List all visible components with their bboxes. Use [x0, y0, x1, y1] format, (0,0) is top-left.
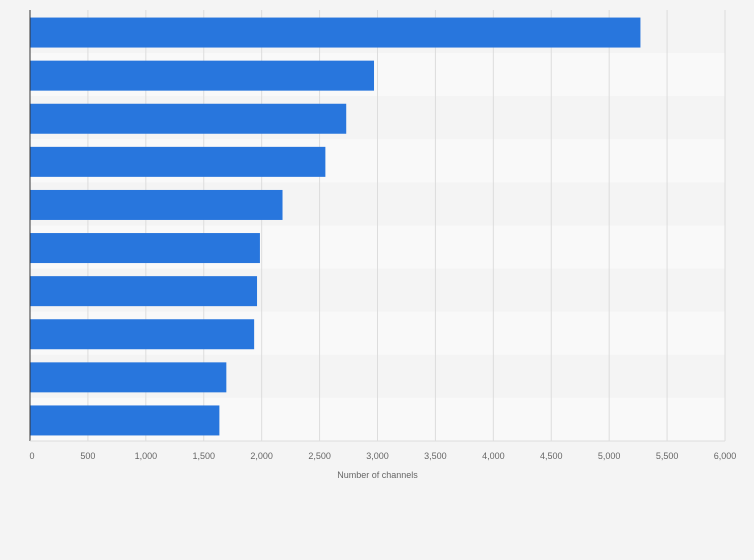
bar	[30, 60, 375, 91]
x-tick-label: 0	[29, 451, 34, 461]
x-tick-label: 3,000	[366, 451, 389, 461]
x-tick-label: 3,500	[424, 451, 447, 461]
x-tick-label: 5,000	[598, 451, 621, 461]
x-tick-label: 4,000	[482, 451, 505, 461]
x-tick-label: 4,500	[540, 451, 563, 461]
x-tick-label: 1,000	[135, 451, 158, 461]
x-tick-label: 500	[80, 451, 95, 461]
bar	[30, 103, 347, 134]
x-tick-label: 6,000	[714, 451, 737, 461]
bar	[30, 17, 641, 48]
bar	[30, 319, 255, 350]
bar	[30, 276, 258, 307]
bar	[30, 233, 260, 264]
x-tick-label: 2,000	[250, 451, 273, 461]
bar	[30, 146, 326, 177]
x-tick-label: 2,500	[308, 451, 331, 461]
bar	[30, 405, 220, 436]
bar	[30, 362, 227, 393]
x-tick-label: 1,500	[192, 451, 215, 461]
bar	[30, 189, 283, 220]
x-axis-title: Number of channels	[337, 470, 418, 480]
x-tick-label: 5,500	[656, 451, 679, 461]
